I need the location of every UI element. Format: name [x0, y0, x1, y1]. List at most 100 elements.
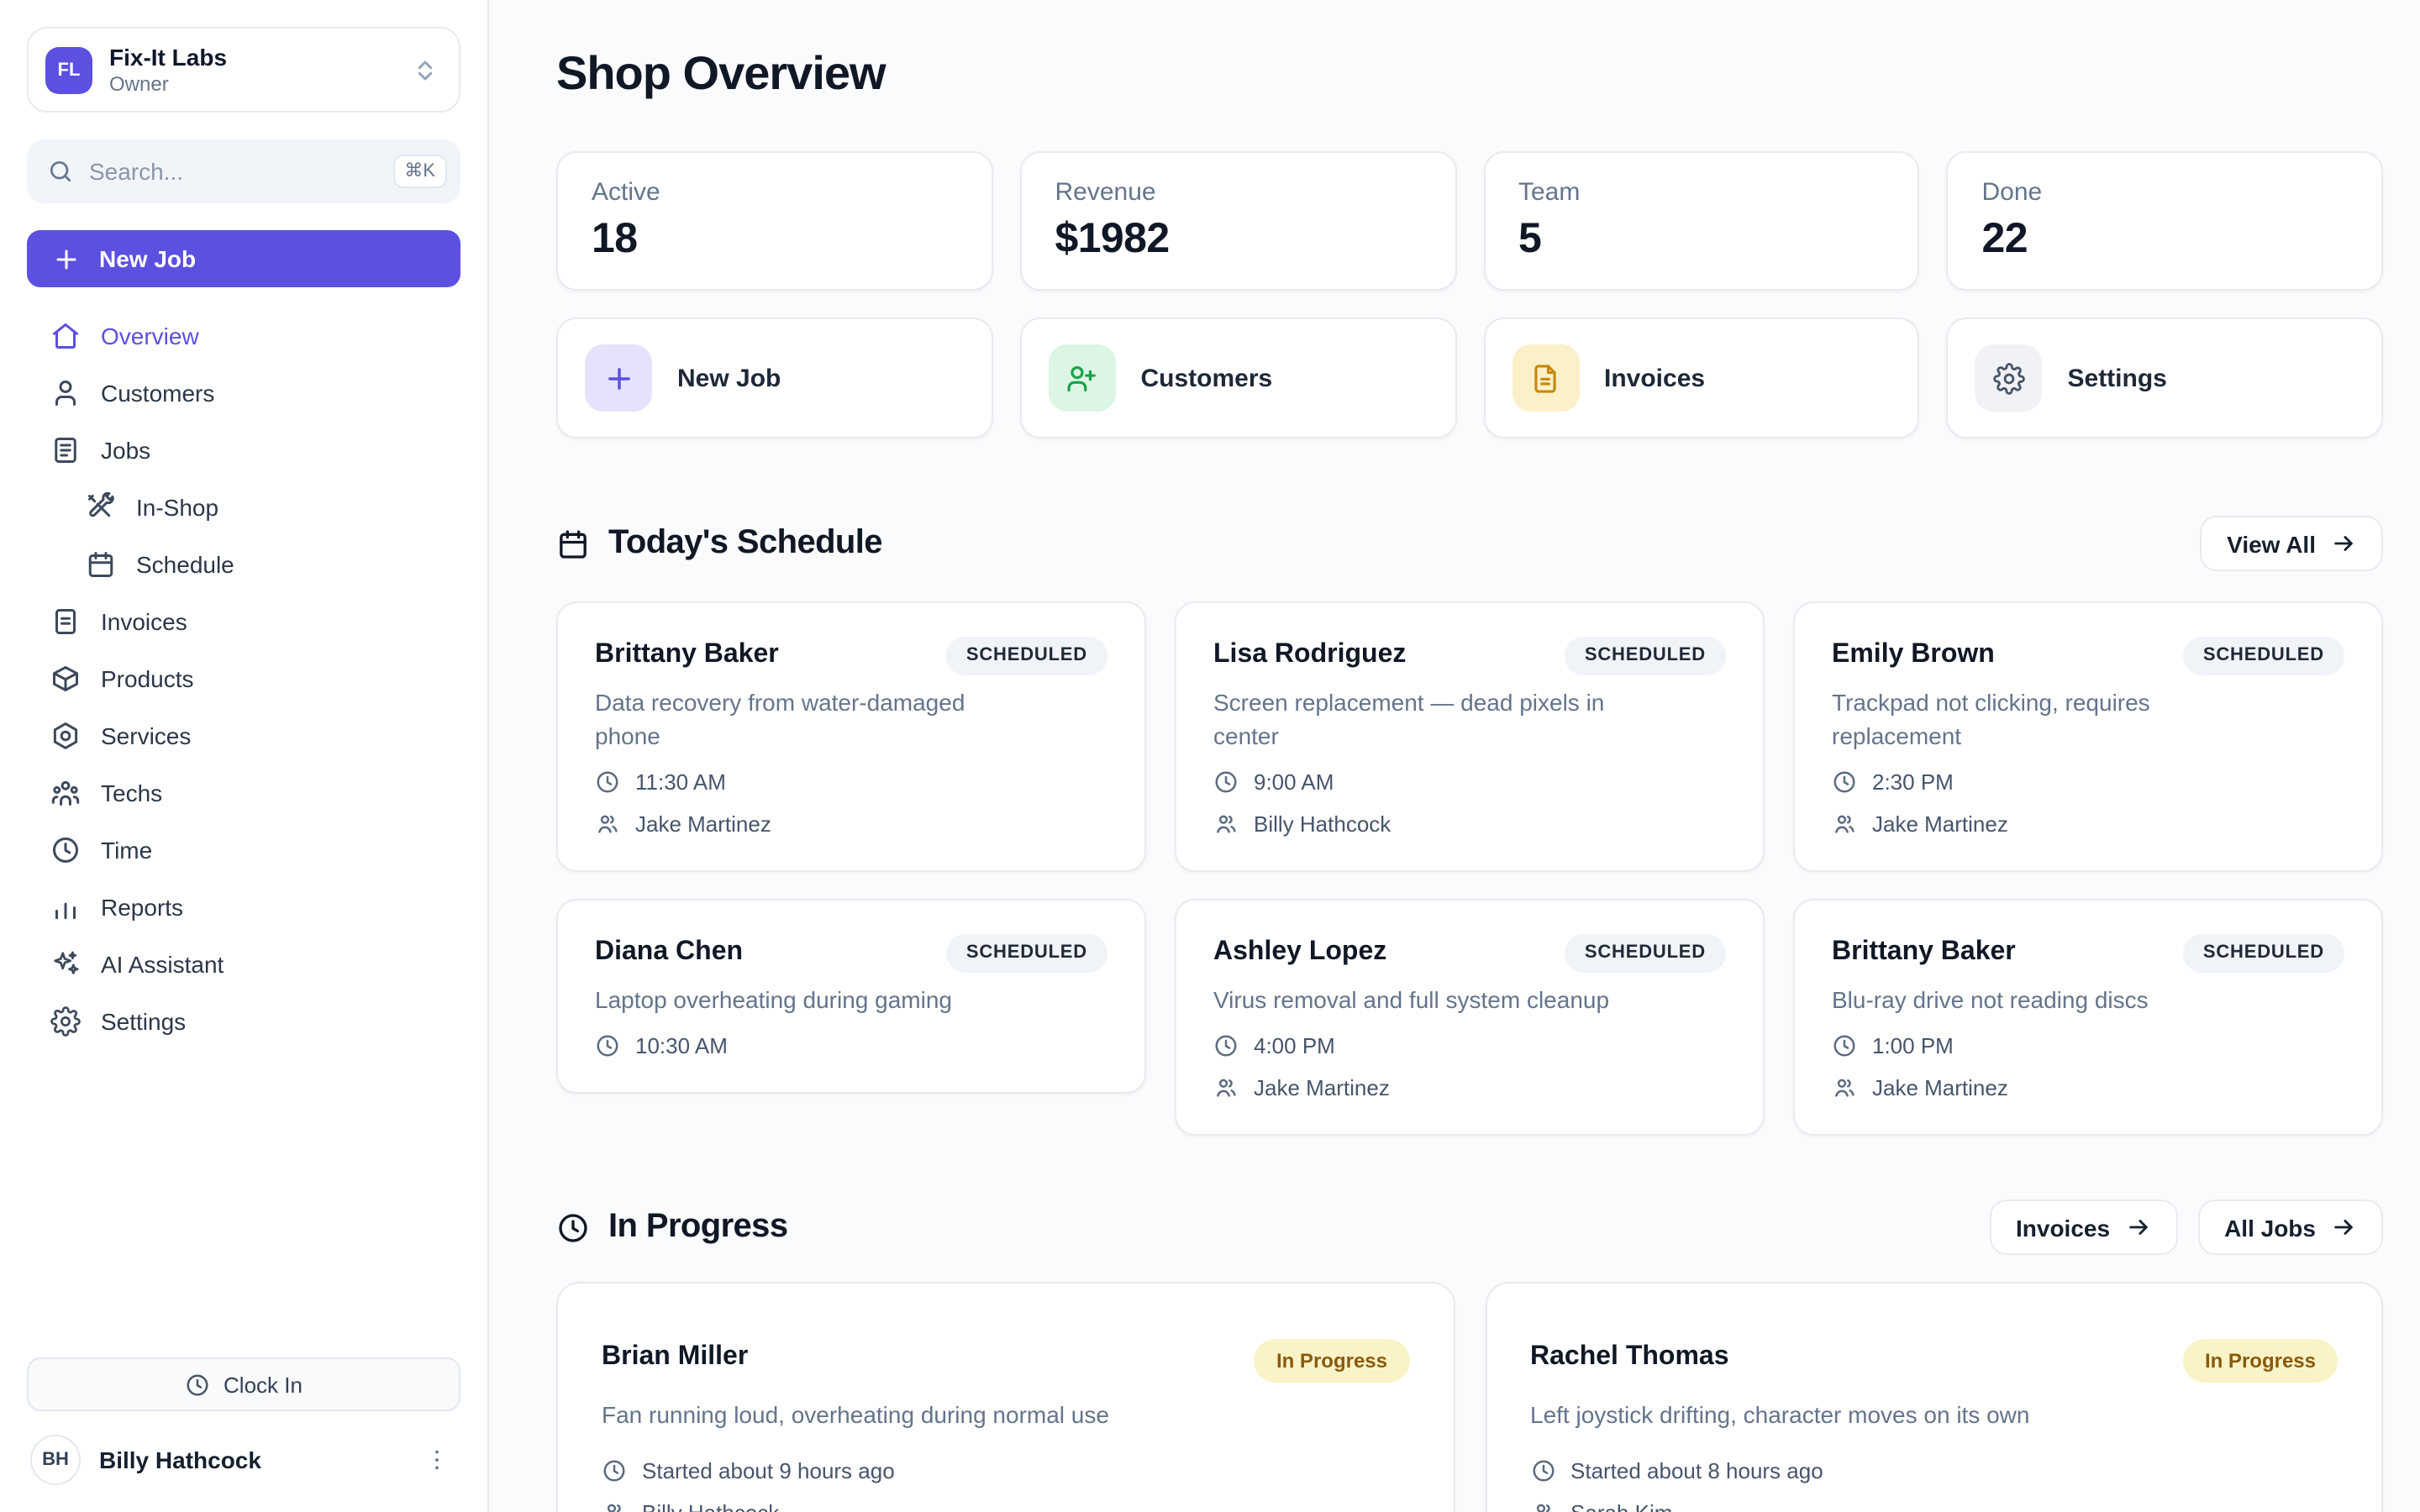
- arrow-right-icon: [2331, 531, 2356, 556]
- status-badge: SCHEDULED: [945, 637, 1107, 675]
- tech-value: Billy Hathcock: [1254, 811, 1392, 837]
- view-all-button[interactable]: View All: [2200, 516, 2383, 571]
- time-value: 9:00 AM: [1254, 769, 1334, 795]
- hexagon-badge-icon: [50, 721, 81, 751]
- nav-label: Services: [101, 722, 192, 749]
- tech-value: Jake Martinez: [1254, 1075, 1390, 1100]
- nav-label: Overview: [101, 323, 199, 349]
- sidebar-item-ai-assistant[interactable]: AI Assistant: [27, 936, 460, 993]
- invoices-label: Invoices: [2016, 1214, 2111, 1241]
- search-bar[interactable]: ⌘K: [27, 139, 460, 203]
- in-progress-card[interactable]: Brian Miller In Progress Fan running lou…: [556, 1282, 1455, 1512]
- quick-action-settings[interactable]: Settings: [1946, 318, 2383, 438]
- schedule-card[interactable]: Emily Brown SCHEDULED Trackpad not click…: [1793, 601, 2383, 872]
- clock-in-label: Clock In: [224, 1372, 302, 1397]
- user-plus-icon: [1048, 344, 1116, 412]
- quick-action-customers[interactable]: Customers: [1019, 318, 1456, 438]
- plus-icon: [585, 344, 652, 412]
- schedule-card[interactable]: Brittany Baker SCHEDULED Blu-ray drive n…: [1793, 899, 2383, 1136]
- org-switcher[interactable]: FL Fix-It Labs Owner: [27, 27, 460, 113]
- user-icon: [50, 378, 81, 408]
- schedule-card[interactable]: Lisa Rodriguez SCHEDULED Screen replacem…: [1175, 601, 1765, 872]
- org-name: Fix-It Labs: [109, 44, 228, 71]
- search-input[interactable]: [89, 158, 378, 185]
- schedule-card[interactable]: Brittany Baker SCHEDULED Data recovery f…: [556, 601, 1146, 872]
- more-vertical-icon[interactable]: [417, 1440, 457, 1480]
- quick-action-label: Invoices: [1604, 364, 1706, 392]
- clock-icon: [556, 1210, 590, 1244]
- time-value: 4:00 PM: [1254, 1033, 1335, 1058]
- status-badge: In Progress: [1254, 1339, 1409, 1383]
- tech-row: Jake Martinez: [1213, 1075, 1726, 1100]
- in-progress-card[interactable]: Rachel Thomas In Progress Left joystick …: [1485, 1282, 2383, 1512]
- customer-name: Emily Brown: [1832, 640, 1995, 669]
- stat-label: Team: [1518, 178, 1581, 207]
- sidebar-item-settings[interactable]: Settings: [27, 993, 460, 1050]
- tech-row: Sarah Kim: [1530, 1500, 2338, 1512]
- file-text-icon: [1512, 344, 1579, 412]
- started-row: Started about 9 hours ago: [602, 1458, 1409, 1483]
- clock-in-button[interactable]: Clock In: [27, 1357, 460, 1411]
- job-description: Trackpad not clicking, requires replacem…: [1832, 689, 2150, 749]
- job-description: Laptop overheating during gaming: [595, 986, 952, 1013]
- quick-action-new-job[interactable]: New Job: [556, 318, 993, 438]
- sidebar-item-in-shop[interactable]: In-Shop: [27, 479, 460, 536]
- bar-chart-icon: [50, 892, 81, 922]
- sidebar-item-time[interactable]: Time: [27, 822, 460, 879]
- sidebar-item-reports[interactable]: Reports: [27, 879, 460, 936]
- job-description: Fan running loud, overheating during nor…: [602, 1401, 1109, 1428]
- stat-label: Active: [592, 178, 660, 207]
- new-job-button[interactable]: New Job: [27, 230, 460, 287]
- sidebar-item-invoices[interactable]: Invoices: [27, 593, 460, 650]
- stat-value: 22: [1981, 215, 2028, 262]
- sidebar-item-schedule[interactable]: Schedule: [27, 536, 460, 593]
- all-jobs-button[interactable]: All Jobs: [2197, 1200, 2383, 1255]
- sparkles-icon: [50, 949, 81, 979]
- sidebar-item-jobs[interactable]: Jobs: [27, 422, 460, 479]
- user-name: Billy Hathcock: [99, 1446, 261, 1473]
- status-badge: SCHEDULED: [945, 934, 1107, 973]
- clock-icon: [1832, 769, 1857, 795]
- avatar: BH: [30, 1435, 81, 1485]
- users-icon: [595, 811, 620, 837]
- sidebar: FL Fix-It Labs Owner ⌘K New Job: [0, 0, 489, 1512]
- stat-value: $1982: [1055, 215, 1171, 262]
- sidebar-item-techs[interactable]: Techs: [27, 764, 460, 822]
- job-description: Blu-ray drive not reading discs: [1832, 986, 2149, 1013]
- customer-name: Brian Miller: [602, 1342, 749, 1371]
- stat-card-revenue: Revenue $1982: [1019, 151, 1456, 291]
- schedule-card[interactable]: Diana Chen SCHEDULED Laptop overheating …: [556, 899, 1146, 1094]
- sidebar-nav: Overview Customers Jobs In-Shop Schedule…: [27, 307, 460, 1050]
- schedule-card[interactable]: Ashley Lopez SCHEDULED Virus removal and…: [1175, 899, 1765, 1136]
- clock-icon: [1832, 1033, 1857, 1058]
- quick-action-invoices[interactable]: Invoices: [1483, 318, 1920, 438]
- plus-icon: [52, 244, 81, 273]
- nav-label: In-Shop: [136, 494, 219, 521]
- stat-value: 18: [592, 215, 638, 262]
- invoices-button[interactable]: Invoices: [1989, 1200, 2178, 1255]
- time-row: 11:30 AM: [595, 769, 1107, 795]
- status-badge: SCHEDULED: [1564, 637, 1726, 675]
- in-progress-section-header: In Progress Invoices All Jobs: [556, 1200, 2383, 1255]
- all-jobs-label: All Jobs: [2224, 1214, 2316, 1241]
- sidebar-item-services[interactable]: Services: [27, 707, 460, 764]
- stat-label: Revenue: [1055, 178, 1156, 207]
- sidebar-item-overview[interactable]: Overview: [27, 307, 460, 365]
- sidebar-item-customers[interactable]: Customers: [27, 365, 460, 422]
- arrow-right-icon: [2331, 1215, 2356, 1240]
- tech-row: Jake Martinez: [1832, 1075, 2344, 1100]
- tech-row: Billy Hathcock: [602, 1500, 1409, 1512]
- nav-label: Techs: [101, 780, 163, 806]
- package-icon: [50, 664, 81, 694]
- clock-icon: [602, 1458, 627, 1483]
- clock-icon: [595, 769, 620, 795]
- nav-label: Invoices: [101, 608, 187, 635]
- nav-label: Jobs: [101, 437, 151, 464]
- nav-label: Customers: [101, 380, 215, 407]
- clock-icon: [595, 1033, 620, 1058]
- search-icon: [47, 158, 74, 185]
- gear-icon: [1975, 344, 2043, 412]
- people-group-icon: [50, 778, 81, 808]
- sidebar-item-products[interactable]: Products: [27, 650, 460, 707]
